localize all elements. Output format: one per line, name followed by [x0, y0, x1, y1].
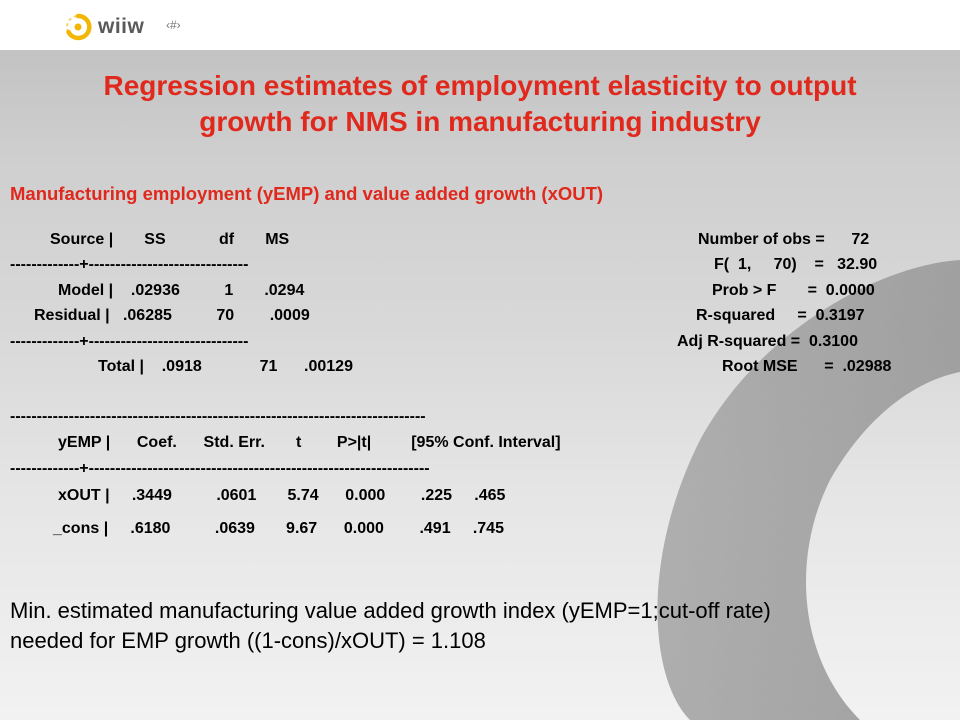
- stat-rmse: Root MSE = .02988: [722, 358, 892, 375]
- slide-number: ‹#›: [166, 18, 181, 32]
- anova-separator-2: -------------+--------------------------…: [10, 333, 249, 350]
- anova-row-model: Model | .02936 1 .0294: [58, 282, 305, 299]
- wiiw-logo: wiiw: [64, 12, 144, 42]
- logo-swirl-icon: [66, 13, 92, 41]
- stat-adjr2: Adj R-squared = 0.3100: [677, 333, 858, 350]
- logo-text: wiiw: [98, 15, 145, 38]
- coef-header: yEMP | Coef. Std. Err. t P>|t| [95% Conf…: [58, 434, 561, 451]
- cutoff-note: Min. estimated manufacturing value added…: [10, 596, 950, 656]
- anova-separator-1: -------------+--------------------------…: [10, 256, 249, 273]
- anova-row-total: Total | .0918 71 .00129: [98, 358, 353, 375]
- table-subtitle: Manufacturing employment (yEMP) and valu…: [10, 183, 604, 204]
- title-line-1: Regression estimates of employment elast…: [103, 70, 857, 101]
- anova-header: Source | SS df MS: [50, 231, 290, 248]
- note-line-1: Min. estimated manufacturing value added…: [10, 598, 771, 623]
- coef-row-cons: _cons | .6180 .0639 9.67 0.000 .491 .745: [53, 520, 504, 537]
- title-line-2: growth for NMS in manufacturing industry: [199, 106, 761, 137]
- stat-f: F( 1, 70) = 32.90: [714, 256, 878, 273]
- decorative-ring-shape: [657, 260, 960, 720]
- top-bar: wiiw ‹#›: [0, 0, 960, 50]
- stat-r2: R-squared = 0.3197: [696, 307, 865, 324]
- coef-separator-mid: -------------+--------------------------…: [10, 460, 430, 477]
- stat-nobs: Number of obs = 72: [698, 231, 870, 248]
- anova-row-residual: Residual | .06285 70 .0009: [34, 307, 310, 324]
- stat-prob: Prob > F = 0.0000: [712, 282, 875, 299]
- coef-row-xout: xOUT | .3449 .0601 5.74 0.000 .225 .465: [58, 487, 506, 504]
- slide-title: Regression estimates of employment elast…: [40, 68, 920, 140]
- coef-separator-top: ----------------------------------------…: [10, 408, 426, 425]
- note-line-2: needed for EMP growth ((1-cons)/xOUT) = …: [10, 628, 486, 653]
